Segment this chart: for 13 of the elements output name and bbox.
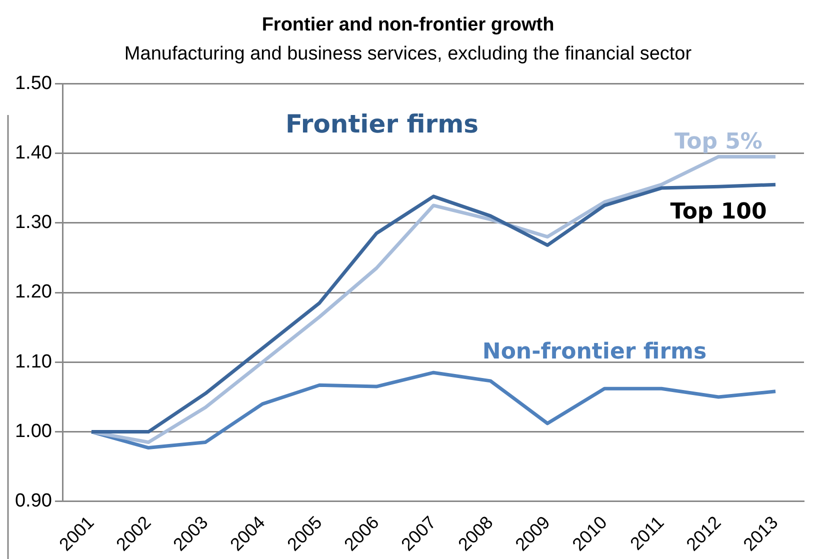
y-tick-label: 1.20 <box>14 282 52 303</box>
series-label: Top 100 <box>670 200 767 225</box>
chart-subtitle: Manufacturing and business services, excluding the financial sector <box>124 43 692 64</box>
annotation: Frontier firms <box>285 109 479 138</box>
series-label: Non-frontier firms <box>482 340 707 365</box>
chart-title: Frontier and non-frontier growth <box>262 14 554 36</box>
y-tick-label: 1.10 <box>14 351 52 372</box>
y-tick-label: 1.30 <box>14 212 52 234</box>
y-tick-label: 0.90 <box>14 490 52 512</box>
y-tick-label: 1.50 <box>14 72 52 94</box>
y-tick-label: 1.40 <box>14 142 52 164</box>
series-label: Top 5% <box>674 130 762 155</box>
y-tick-label: 1.00 <box>14 421 52 442</box>
